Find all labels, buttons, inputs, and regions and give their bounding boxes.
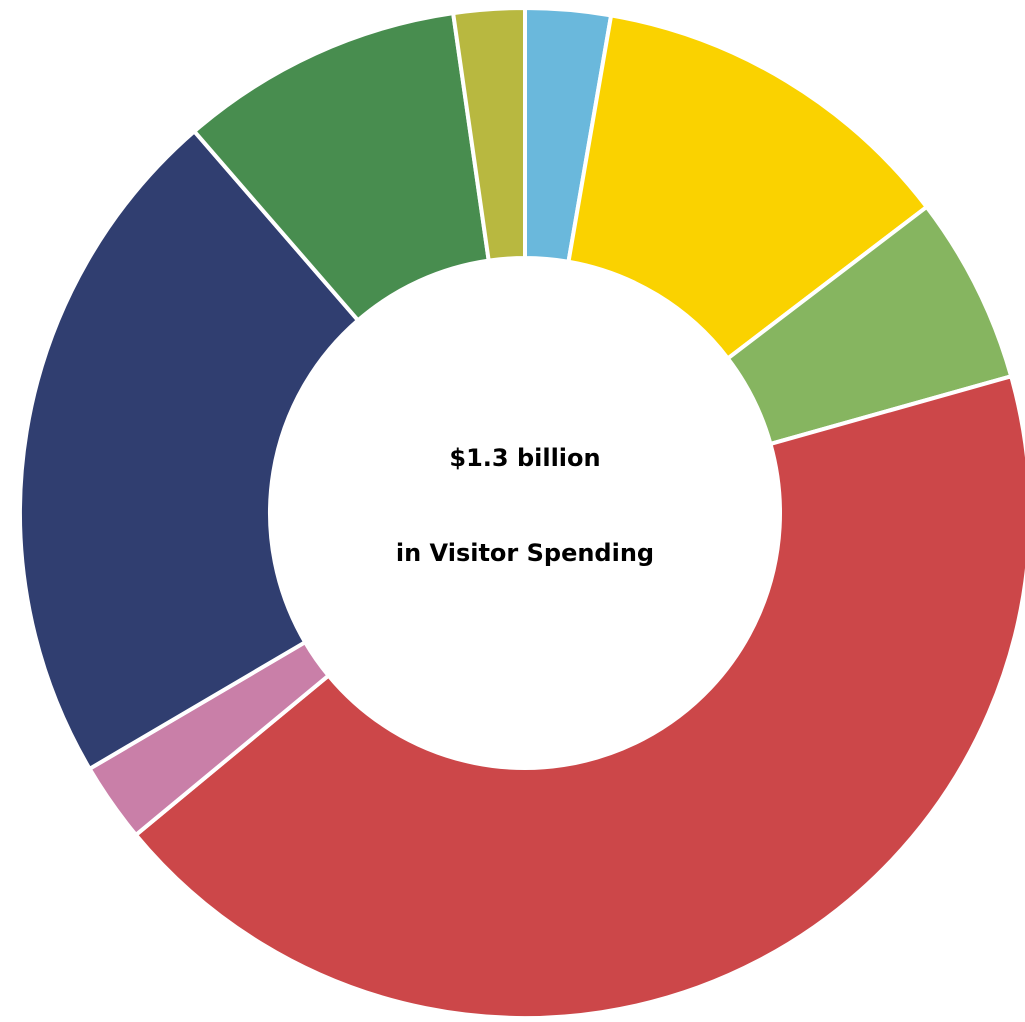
donut-slice-7 [192,11,491,323]
donut-slice-6 [18,129,361,771]
center-subtitle: in Visitor Spending [396,539,654,567]
slices-group [18,6,1025,1021]
donut-slice-4 [133,374,1025,1021]
donut-slice-8 [451,6,527,263]
center-title: $1.3 billion [449,444,600,472]
